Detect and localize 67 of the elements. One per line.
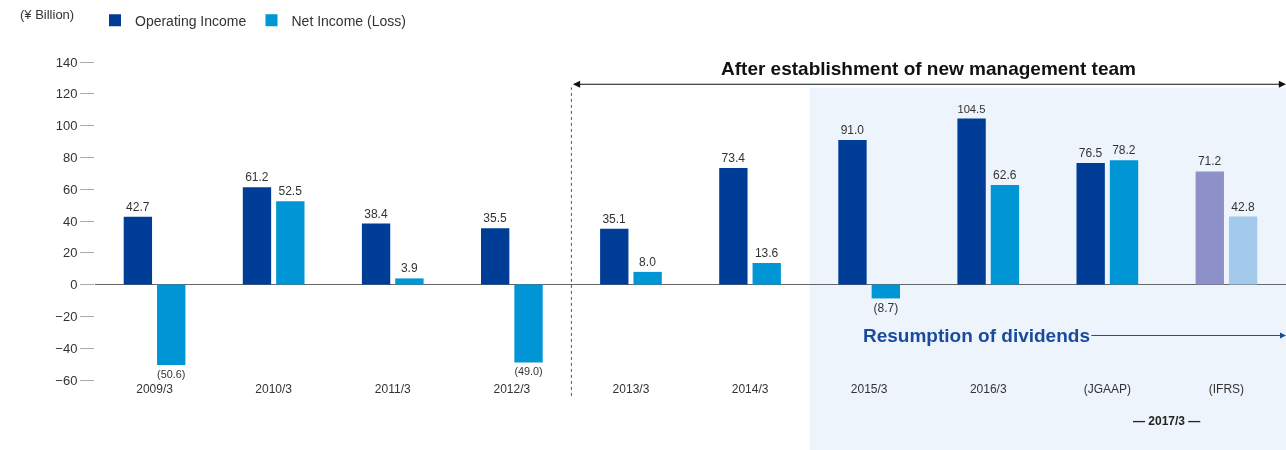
y-tick-label: −60 bbox=[55, 372, 78, 388]
x-tick-label: 2009/3 bbox=[136, 382, 174, 396]
data-label: 91.0 bbox=[840, 122, 865, 137]
bar bbox=[600, 228, 629, 285]
data-label: 8.0 bbox=[639, 254, 657, 269]
data-label: 52.5 bbox=[278, 184, 303, 199]
y-tick-label: −40 bbox=[55, 340, 78, 356]
legend-label: Operating Income bbox=[135, 12, 247, 29]
x-tick-label: 2013/3 bbox=[612, 382, 650, 396]
data-label: 76.5 bbox=[1078, 145, 1103, 160]
data-label: (8.7) bbox=[873, 301, 899, 316]
x-tick-label: (JGAAP) bbox=[1083, 382, 1132, 396]
bar bbox=[871, 284, 900, 299]
y-tick-label: 60 bbox=[62, 181, 78, 197]
data-label: (50.6) bbox=[157, 367, 186, 380]
bar bbox=[990, 185, 1020, 285]
bar bbox=[752, 262, 781, 285]
data-label: 42.7 bbox=[126, 199, 150, 214]
bar bbox=[361, 223, 391, 285]
annotation: After establishment of new management team bbox=[721, 58, 1136, 79]
y-tick-label: 140 bbox=[55, 54, 78, 70]
data-label: 3.9 bbox=[400, 261, 418, 276]
data-label: (49.0) bbox=[514, 365, 543, 378]
y-tick-label: 0 bbox=[70, 277, 78, 293]
bar bbox=[957, 118, 986, 285]
bar bbox=[514, 284, 543, 363]
data-label: 61.2 bbox=[245, 170, 269, 185]
band-label: Resumption of dividends bbox=[863, 325, 1090, 346]
legend-label: Net Income (Loss) bbox=[291, 12, 406, 29]
y-tick-label: 100 bbox=[55, 118, 78, 134]
data-label: 78.2 bbox=[1112, 143, 1136, 158]
bar bbox=[276, 201, 305, 285]
data-label: 104.5 bbox=[957, 102, 986, 115]
bar bbox=[123, 216, 153, 285]
data-label: 62.6 bbox=[993, 168, 1017, 183]
data-label: 71.2 bbox=[1197, 154, 1222, 169]
y-tick-label: 40 bbox=[62, 213, 78, 229]
data-label: 42.8 bbox=[1231, 199, 1255, 214]
bar bbox=[838, 139, 867, 285]
data-label: 38.4 bbox=[364, 206, 388, 221]
y-tick-label: 80 bbox=[62, 149, 78, 165]
x-tick-label: 2014/3 bbox=[731, 382, 769, 396]
bar bbox=[1076, 162, 1105, 285]
x-tick-label: 2015/3 bbox=[850, 382, 888, 396]
x-tick-label: 2016/3 bbox=[969, 382, 1007, 396]
y-tick-label: −20 bbox=[55, 308, 78, 324]
bar bbox=[1195, 171, 1224, 285]
y-axis-title: (¥ Billion) bbox=[20, 7, 75, 22]
x-tick-label: 2010/3 bbox=[255, 382, 293, 396]
bar bbox=[633, 271, 662, 285]
bar bbox=[1109, 160, 1139, 285]
bar bbox=[157, 284, 186, 366]
data-label: 13.6 bbox=[754, 245, 779, 260]
y-tick-label: 120 bbox=[55, 86, 78, 102]
data-label: 35.1 bbox=[602, 211, 627, 226]
bar bbox=[395, 278, 424, 285]
bar bbox=[1228, 216, 1258, 285]
text: — 2017/3 — bbox=[1133, 414, 1201, 428]
bar bbox=[242, 187, 272, 285]
x-tick-label: 2011/3 bbox=[374, 382, 411, 396]
y-tick-label: 20 bbox=[62, 245, 78, 261]
x-tick-label: (IFRS) bbox=[1208, 382, 1245, 396]
x-tick-label: 2012/3 bbox=[493, 382, 531, 396]
data-label: 73.4 bbox=[721, 150, 746, 165]
bar bbox=[719, 167, 748, 285]
data-label: 35.5 bbox=[483, 211, 508, 226]
bar bbox=[481, 228, 510, 285]
